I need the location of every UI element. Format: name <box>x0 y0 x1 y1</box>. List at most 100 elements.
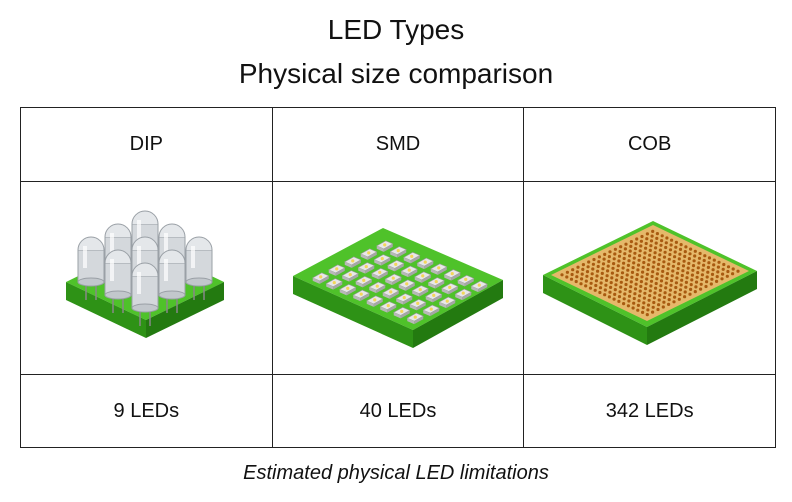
cob-led <box>648 248 652 252</box>
cob-led <box>650 274 654 279</box>
cob-led <box>641 306 645 310</box>
cob-led <box>668 288 672 292</box>
cob-led <box>663 245 667 250</box>
smd-led <box>416 257 434 270</box>
cob-led <box>570 268 574 272</box>
cob-led <box>585 270 589 274</box>
cob-led <box>638 249 642 253</box>
cob-led <box>589 281 593 285</box>
cob-led <box>672 255 676 259</box>
smd-led <box>357 262 375 274</box>
page-title: LED Types <box>327 14 465 45</box>
cob-led <box>623 287 627 291</box>
cob-led <box>584 274 589 278</box>
cob-led <box>564 275 569 279</box>
column-header-smd: SMD <box>271 107 525 182</box>
cob-led <box>631 261 635 265</box>
cob-led <box>611 266 615 270</box>
cob-led <box>653 291 657 295</box>
cob-led <box>684 280 688 284</box>
cob-led <box>611 262 615 266</box>
cob-led <box>624 278 628 282</box>
cob-led <box>648 244 653 248</box>
cob-led <box>677 252 682 256</box>
smd-led <box>382 287 400 299</box>
cob-led <box>698 287 702 291</box>
cob-led <box>633 287 637 291</box>
cob-led <box>641 301 646 305</box>
cob-led <box>635 308 640 312</box>
cob-led <box>580 272 584 276</box>
cob-led <box>661 265 665 269</box>
cob-led <box>574 279 578 284</box>
dip-count: 9 LEDs <box>20 374 273 448</box>
cob-led <box>637 254 641 258</box>
cob-led <box>710 272 714 276</box>
cob-led <box>619 275 624 280</box>
cob-led <box>642 296 646 300</box>
cob-led <box>640 270 644 274</box>
smd-led <box>457 275 475 287</box>
cob-led <box>682 254 686 258</box>
cob-count: 342 LEDs <box>523 374 776 448</box>
cob-led <box>619 280 623 284</box>
cob-led <box>612 257 616 261</box>
cob-led <box>664 241 668 245</box>
cob-led <box>643 287 647 291</box>
cob-led <box>606 264 610 268</box>
cob-led <box>632 256 636 260</box>
cob-led <box>653 251 657 255</box>
cob-led <box>673 245 678 249</box>
cob-led <box>663 286 667 290</box>
cob-led <box>595 269 599 273</box>
led-comparison-table: DIP SMD COB <box>20 107 776 448</box>
count-row: 9 LEDs 40 LEDs 342 LEDs <box>20 374 776 448</box>
smd-led <box>328 264 346 276</box>
cob-led <box>666 267 670 271</box>
cob-cell <box>523 181 776 375</box>
cob-led <box>617 254 621 258</box>
cob-led <box>677 297 681 301</box>
cob-led <box>672 295 676 299</box>
smd-cell <box>271 181 525 375</box>
cob-led <box>669 279 673 283</box>
cob-led <box>683 290 687 294</box>
cob-led <box>616 259 621 263</box>
cob-led <box>685 276 689 280</box>
cob-led <box>641 260 646 265</box>
cob-led <box>653 246 657 250</box>
cob-led <box>701 268 705 272</box>
smd-led <box>366 295 384 307</box>
cob-led <box>677 292 682 297</box>
smd-led <box>454 288 472 301</box>
cob-led <box>652 255 656 259</box>
smd-led <box>438 296 456 309</box>
cob-led <box>651 300 656 305</box>
smd-led <box>387 260 405 272</box>
cob-led <box>613 247 617 251</box>
cob-led <box>597 255 601 259</box>
cob-led <box>641 265 645 269</box>
cob-led <box>608 285 612 289</box>
cob-led <box>634 237 638 241</box>
smd-led <box>371 268 389 280</box>
cob-led <box>686 261 691 265</box>
cob-led <box>658 288 662 292</box>
cob-led <box>664 281 668 285</box>
smd-led <box>422 304 440 317</box>
cob-led <box>661 260 666 264</box>
smd-led <box>441 283 459 295</box>
cob-led <box>672 259 676 264</box>
cob-led <box>660 269 664 273</box>
cob-led <box>643 246 647 250</box>
cob-led <box>711 263 715 267</box>
cob-led <box>696 261 701 265</box>
cob-led <box>638 244 643 248</box>
cob-led <box>640 310 644 314</box>
smd-led <box>398 279 416 291</box>
cob-led <box>650 310 654 314</box>
cob-led <box>706 265 710 269</box>
cob-led <box>714 279 718 283</box>
cob-led <box>618 285 622 289</box>
cob-led <box>675 271 679 275</box>
